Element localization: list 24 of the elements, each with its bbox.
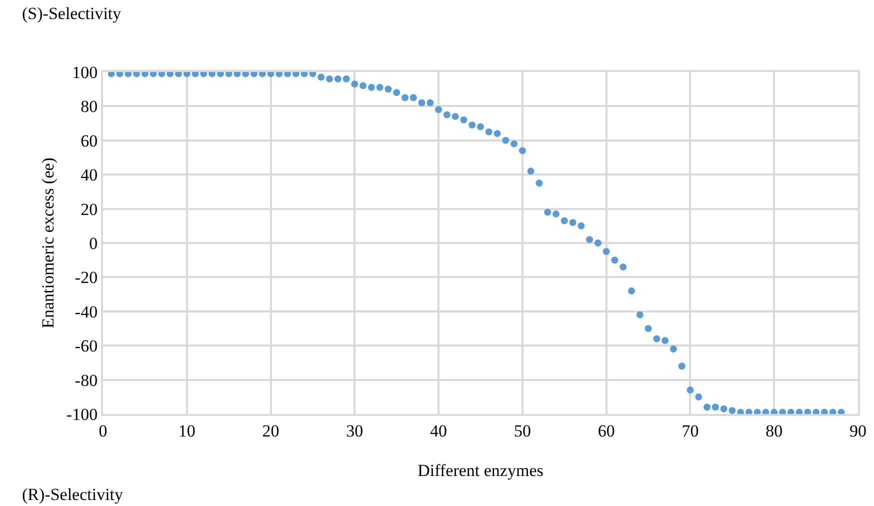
y-tick-label: 60 — [80, 131, 98, 150]
text: (S)-Selectivity — [22, 4, 122, 23]
y-tick-label: 0 — [89, 234, 98, 253]
y-tick-label: 100 — [72, 62, 98, 82]
y-tick-label: -100 — [66, 404, 98, 424]
text: (R)-Selectivity — [22, 485, 124, 504]
x-tick-label: 10 — [178, 421, 196, 440]
y-tick-label: 40 — [80, 166, 98, 185]
y-tick-label: -40 — [74, 302, 98, 322]
y-tick-label: -20 — [74, 268, 98, 288]
x-tick-label: 60 — [598, 421, 615, 440]
x-axis-title: Different enzymes — [418, 461, 544, 480]
y-tick-label: -80 — [74, 370, 98, 390]
y-tick-label: 20 — [80, 200, 98, 219]
x-tick-label: 90 — [850, 421, 866, 440]
x-tick-label: 70 — [682, 421, 699, 440]
y-tick-label: 80 — [80, 97, 98, 116]
y-axis-title: Enantiomeric excess (ee) — [38, 158, 58, 328]
x-tick-label: 20 — [262, 421, 280, 440]
y-tick-label: -60 — [74, 336, 98, 356]
x-tick-label: 80 — [766, 421, 783, 440]
x-tick-label: 50 — [514, 421, 531, 440]
x-tick-label: 40 — [430, 421, 448, 440]
x-tick-label: 30 — [346, 421, 364, 440]
